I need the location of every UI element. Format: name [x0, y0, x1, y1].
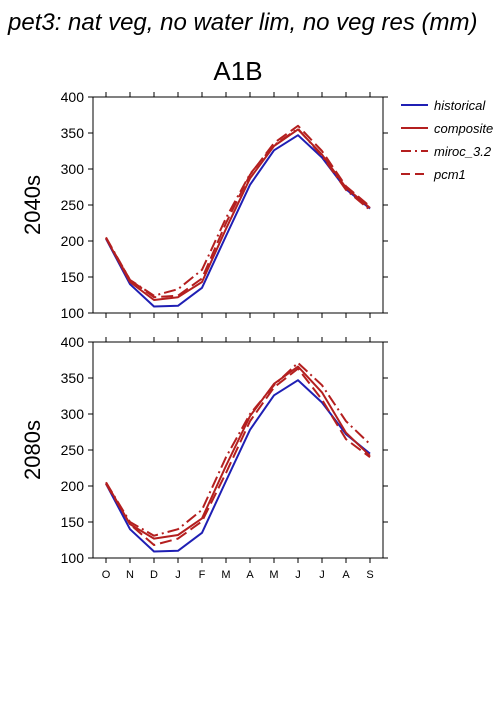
series-line-historical	[105, 134, 371, 308]
x-tick-label: S	[366, 569, 373, 581]
x-tick-label: N	[126, 569, 134, 581]
figure-title: pet3: nat veg, no water lim, no veg res …	[7, 9, 478, 36]
panel-ylabel: 2080s	[20, 420, 45, 480]
panel-2040s: 100 150 200 250 300 350 400 2040s	[20, 89, 388, 321]
series-line-miroc-3-2	[105, 361, 371, 537]
x-tick-label: O	[102, 569, 111, 581]
y-tick-label: 350	[61, 125, 85, 141]
y-tick-label: 200	[61, 233, 85, 249]
panel-2080s: 100 150 200 250 300 350 400 O N D J F M A M J J A S 2080s	[20, 334, 388, 581]
series-line-pcm1	[105, 124, 371, 299]
x-tick-label: M	[269, 569, 278, 581]
legend-label: historical	[434, 98, 486, 113]
scenario-title: A1B	[213, 56, 262, 86]
y-tick-label: 250	[61, 197, 85, 213]
series-line-composite	[105, 128, 371, 301]
y-tick-label: 150	[61, 269, 85, 285]
y-tick-label: 300	[61, 406, 85, 422]
y-tick-label: 100	[61, 305, 85, 321]
y-tick-label: 300	[61, 161, 85, 177]
legend-label: pcm1	[433, 167, 466, 182]
y-tick-label: 150	[61, 514, 85, 530]
x-tick-label: J	[295, 569, 301, 581]
x-tick-label: A	[342, 569, 350, 581]
y-tick-label: 400	[61, 334, 85, 350]
x-tick-label: A	[246, 569, 254, 581]
x-tick-label: F	[199, 569, 206, 581]
series-line-pcm1	[105, 367, 371, 546]
x-tick-label: D	[150, 569, 158, 581]
y-tick-label: 250	[61, 442, 85, 458]
y-tick-label: 350	[61, 370, 85, 386]
legend-label: miroc_3.2	[434, 144, 492, 159]
legend-label: composite	[434, 121, 493, 136]
legend: historical composite miroc_3.2 pcm1	[401, 98, 493, 182]
y-tick-label: 200	[61, 478, 85, 494]
y-tick-label: 100	[61, 550, 85, 566]
x-tick-label: J	[175, 569, 181, 581]
y-tick-label: 400	[61, 89, 85, 105]
series-line-composite	[105, 365, 371, 540]
x-tick-label: M	[221, 569, 230, 581]
x-tick-label: J	[319, 569, 325, 581]
panel-ylabel: 2040s	[20, 175, 45, 235]
series-line-miroc-3-2	[105, 127, 371, 297]
